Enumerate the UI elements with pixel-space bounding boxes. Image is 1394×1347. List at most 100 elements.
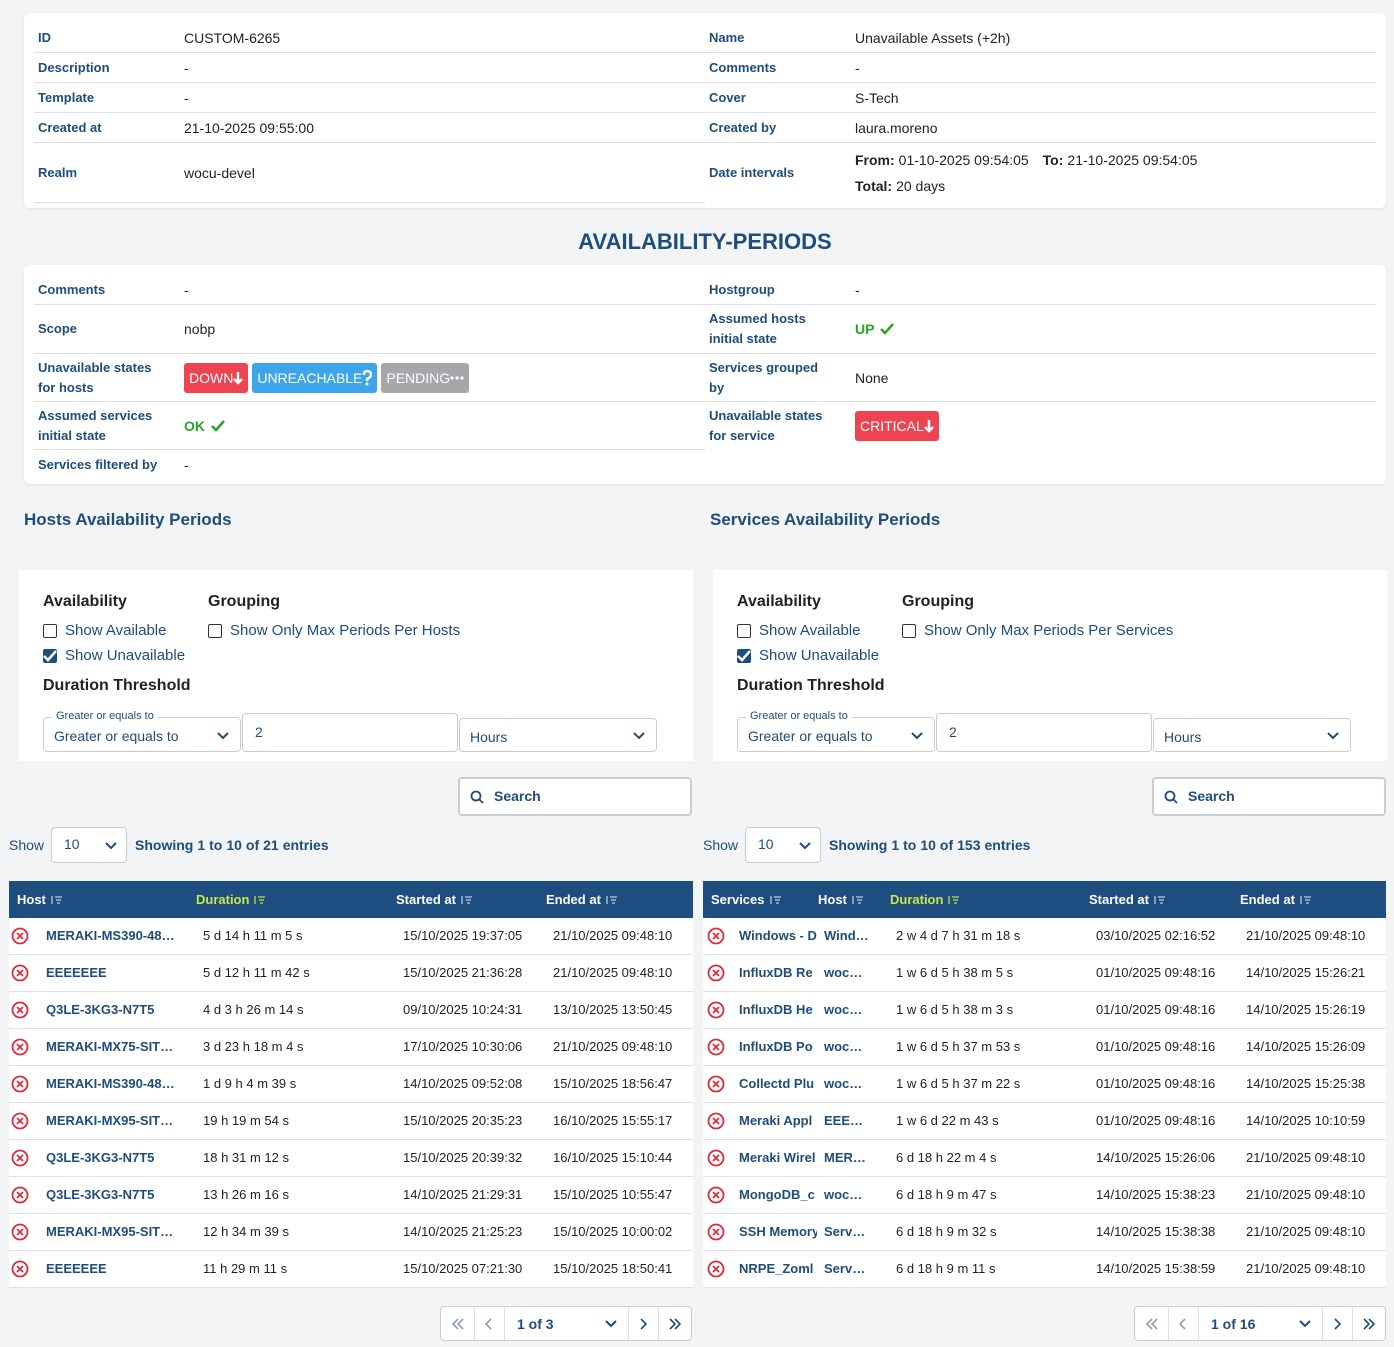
page-select[interactable]: 1 of 3 [504,1307,629,1340]
table-cell[interactable]: MongoDB_c [739,1177,817,1213]
table-cell[interactable]: Q3LE-3KG3-N7T5 [46,1177,176,1213]
table-header: Services Host Duration Started at Ended at [703,881,1386,918]
column-header[interactable]: Host [818,881,864,918]
table-cell[interactable]: MER… [824,1140,872,1176]
checkbox-box[interactable] [902,624,916,638]
last-page-icon-svg [667,1317,683,1331]
table-cell[interactable]: Meraki Appl [739,1103,817,1139]
value-text: - [184,282,189,298]
field-value: - [184,457,189,473]
column-header[interactable]: Started at [396,881,473,918]
checkbox[interactable]: Show Available [737,622,860,639]
table-cell[interactable]: InfluxDB Po [739,1029,817,1065]
table-cell[interactable]: woc… [824,1066,872,1102]
checkbox[interactable]: Show Only Max Periods Per Services [902,622,1173,639]
column-header[interactable]: Duration [196,881,266,918]
table-cell[interactable]: Serv… [824,1214,872,1250]
checkbox-box[interactable] [43,649,57,663]
sort-icon [459,895,473,905]
table-cell[interactable]: Serv… [824,1251,872,1287]
table-cell[interactable]: MERAKI-MX95-SIT… [46,1214,176,1250]
column-header[interactable]: Ended at [546,881,618,918]
table-cell[interactable]: Windows - D [739,918,817,954]
table-cell[interactable]: woc… [824,992,872,1028]
column-header[interactable]: Services [711,881,782,918]
chevron [632,731,646,741]
error-icon-svg [11,1001,29,1019]
table-cell: 16/10/2025 15:10:44 [553,1140,693,1176]
prev-page[interactable] [1168,1307,1199,1340]
threshold-input[interactable]: 2 [242,713,458,752]
error-icon-svg [707,1075,725,1093]
table-cell[interactable]: MERAKI-MS390-48… [46,918,176,954]
table-cell[interactable]: EEE… [824,1103,872,1139]
check-icon-svg [880,323,894,335]
operator-select[interactable]: Greater or equals toGreater or equals to [43,717,241,752]
table-cell[interactable]: MERAKI-MX95-SIT… [46,1103,176,1139]
checkbox-box[interactable] [737,649,751,663]
table-cell[interactable]: Q3LE-3KG3-N7T5 [46,1140,176,1176]
table-cell[interactable]: NRPE_Zoml [739,1251,817,1287]
checkbox[interactable]: Show Available [43,622,166,639]
column-title: Duration [196,881,249,918]
table-cell: 15/10/2025 10:00:02 [553,1214,693,1250]
table-cell: 16/10/2025 15:55:17 [553,1103,693,1139]
table-cell[interactable]: InfluxDB Re [739,955,817,991]
last-page[interactable] [1352,1307,1385,1340]
page-size-select[interactable]: 10 [51,827,127,863]
info-row: Assumed hosts initial stateUP [705,305,1376,354]
page-size-select[interactable]: 10 [745,827,821,863]
table-cell: 14/10/2025 09:52:08 [403,1066,553,1102]
table-cell[interactable]: Collectd Plu [739,1066,817,1102]
table-cell[interactable]: Q3LE-3KG3-N7T5 [46,992,176,1028]
info-row: IDCUSTOM-6265 [34,23,705,53]
first-page[interactable] [1135,1307,1169,1340]
total-label: Total: [855,178,892,194]
table-cell[interactable]: Wind… [824,918,872,954]
table-cell: 09/10/2025 10:24:31 [403,992,553,1028]
first-page[interactable] [441,1307,475,1340]
checkbox[interactable]: Show Unavailable [737,647,879,664]
column-header[interactable]: Started at [1089,881,1166,918]
checkbox-box[interactable] [737,624,751,638]
column-header[interactable]: Duration [890,881,960,918]
prev-page[interactable] [474,1307,505,1340]
table-cell[interactable]: Meraki Wirel [739,1140,817,1176]
page-select[interactable]: 1 of 16 [1198,1307,1323,1340]
unit-select[interactable]: Hours [459,718,657,752]
table-cell[interactable]: woc… [824,955,872,991]
column-header[interactable]: Ended at [1240,881,1312,918]
table-cell[interactable]: InfluxDB He [739,992,817,1028]
checkbox-box[interactable] [208,624,222,638]
operator-select[interactable]: Greater or equals toGreater or equals to [737,717,935,752]
field-value: From:01-10-2025 09:54:05To:21-10-2025 09… [855,152,1197,194]
column-header[interactable]: Host [17,881,63,918]
search-box[interactable]: Search [458,777,692,816]
table-cell: 6 d 18 h 9 m 47 s [896,1177,1086,1213]
table-cell: 14/10/2025 15:26:21 [1246,955,1386,991]
table-cell[interactable]: EEEEEEE [46,955,176,991]
field-value: - [855,60,860,76]
field-label: Cover [709,88,834,108]
error-icon [707,1186,725,1204]
threshold-input[interactable]: 2 [936,713,1152,752]
table-row: InfluxDB Hewoc…1 w 6 d 5 h 38 m 3 s01/10… [703,992,1386,1029]
checkbox[interactable]: Show Unavailable [43,647,185,664]
unit-select[interactable]: Hours [1153,718,1351,752]
table-cell[interactable]: MERAKI-MX75-SIT… [46,1029,176,1065]
table-cell[interactable]: woc… [824,1029,872,1065]
table-cell[interactable]: MERAKI-MS390-48… [46,1066,176,1102]
first-page-icon-svg [1144,1317,1160,1331]
checkbox[interactable]: Show Only Max Periods Per Hosts [208,622,460,639]
table-cell[interactable]: SSH Memory [739,1214,817,1250]
search-box[interactable]: Search [1152,777,1386,816]
last-page[interactable] [658,1307,691,1340]
table-cell[interactable]: woc… [824,1177,872,1213]
next-page[interactable] [1322,1307,1353,1340]
table-row: NRPE_ZomlServ…6 d 18 h 9 m 11 s14/10/202… [703,1251,1386,1288]
checkbox-box[interactable] [43,624,57,638]
showing-part: of [246,837,259,853]
table-cell[interactable]: EEEEEEE [46,1251,176,1287]
table-cell: 01/10/2025 09:48:16 [1096,1029,1246,1065]
next-page[interactable] [628,1307,659,1340]
